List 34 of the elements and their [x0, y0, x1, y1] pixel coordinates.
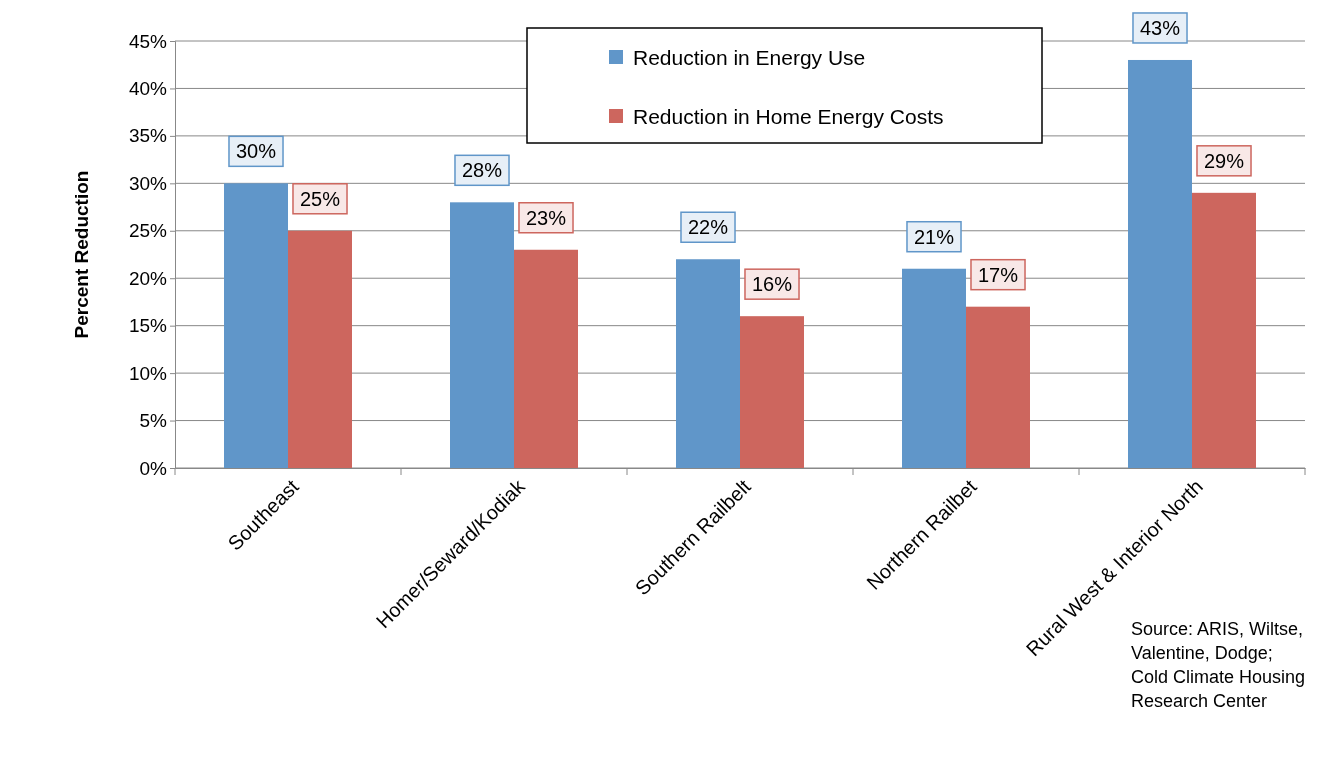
data-label: 29%: [1203, 149, 1245, 172]
bar: [966, 306, 1030, 468]
data-label: 23%: [525, 206, 567, 229]
bar: [676, 259, 740, 468]
bar: [1128, 59, 1192, 468]
data-label: 22%: [687, 216, 729, 239]
bar: [224, 183, 288, 468]
bar: [450, 202, 514, 468]
legend-label: Reduction in Home Energy Costs: [633, 105, 944, 128]
data-label: 17%: [977, 263, 1019, 286]
bar: [288, 230, 352, 468]
y-tick-label: 15%: [128, 315, 168, 337]
source-note: Source: ARIS, Wiltse, Valentine, Dodge; Cold Climate Housing Research Center: [1131, 619, 1306, 711]
data-label: 16%: [751, 273, 793, 296]
data-label: 28%: [461, 159, 503, 182]
bar: [1192, 192, 1256, 468]
data-label: 25%: [299, 187, 341, 210]
y-tick-label: 35%: [128, 125, 168, 147]
data-label: 30%: [235, 140, 277, 163]
y-tick-label: 25%: [128, 220, 168, 242]
y-tick-label: 5%: [139, 410, 168, 432]
bar: [902, 268, 966, 468]
bar: [740, 316, 804, 468]
legend-label: Reduction in Energy Use: [633, 46, 866, 69]
y-tick-label: 20%: [128, 267, 168, 289]
bar: [514, 249, 578, 468]
y-tick-label: 40%: [128, 78, 168, 100]
y-tick-label: 30%: [128, 172, 168, 194]
y-tick-label: 10%: [128, 362, 168, 384]
y-tick-label: 45%: [128, 30, 168, 52]
data-label: 43%: [1139, 16, 1181, 39]
y-tick-label: 0%: [139, 457, 168, 479]
data-label: 21%: [913, 225, 955, 248]
y-axis-title: Percent Reduction: [71, 170, 92, 339]
